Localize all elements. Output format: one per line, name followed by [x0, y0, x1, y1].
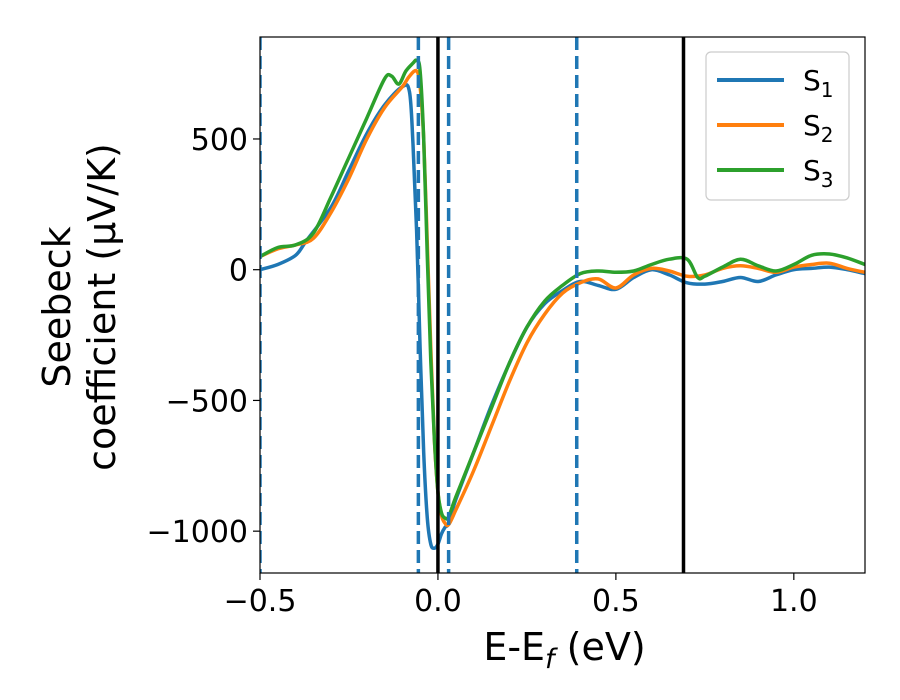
x-tick-label: −0.5: [224, 584, 297, 619]
x-tick-label: 0.0: [414, 584, 462, 619]
x-tick-label: 1.0: [770, 584, 818, 619]
y-tick-label: 0: [229, 254, 248, 289]
x-tick-label: 0.5: [592, 584, 640, 619]
x-axis-label: E-Ef (eV): [483, 625, 645, 675]
y-tick-label: −500: [166, 384, 248, 419]
series-line-2: [260, 68, 865, 528]
legend-label: S2: [803, 109, 834, 147]
y-axis-label: Seebeckcoefficient (μV/K): [35, 143, 124, 471]
legend: S1 S2 S3: [705, 51, 850, 201]
legend-label: S1: [803, 64, 834, 102]
series-line-3: [260, 58, 865, 521]
axes: −0.5 0.0 0.5 1.0 500 0 −500 −1000 E-Ef (eV) Seebe…: [35, 36, 866, 675]
legend-label: S3: [803, 154, 834, 192]
axes-frame: [259, 36, 866, 574]
plot-area: [260, 37, 865, 573]
y-tick-label: 500: [191, 123, 248, 158]
y-tick-label: −1000: [147, 515, 248, 550]
